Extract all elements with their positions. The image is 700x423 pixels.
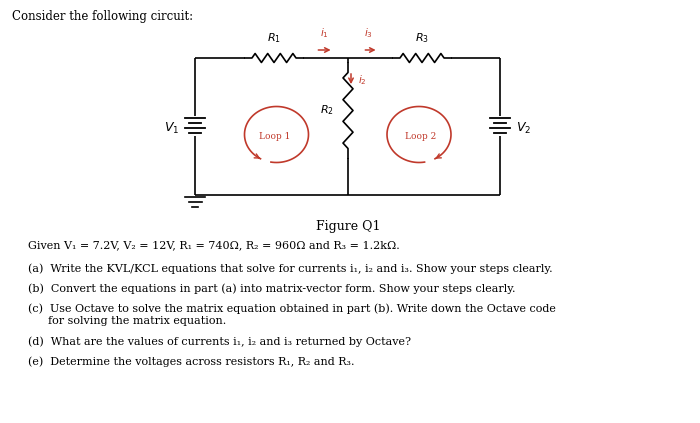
Text: Consider the following circuit:: Consider the following circuit: (12, 10, 193, 23)
Text: $i_3$: $i_3$ (364, 26, 373, 40)
Text: $R_2$: $R_2$ (320, 104, 334, 118)
Text: (a)  Write the KVL/KCL equations that solve for currents i₁, i₂ and i₃. Show you: (a) Write the KVL/KCL equations that sol… (28, 263, 552, 274)
Text: $i_2$: $i_2$ (358, 73, 367, 87)
Text: (d)  What are the values of currents i₁, i₂ and i₃ returned by Octave?: (d) What are the values of currents i₁, … (28, 336, 411, 346)
Text: for solving the matrix equation.: for solving the matrix equation. (48, 316, 226, 326)
Text: (b)  Convert the equations in part (a) into matrix-vector form. Show your steps : (b) Convert the equations in part (a) in… (28, 283, 515, 294)
Text: Figure Q1: Figure Q1 (316, 220, 380, 233)
Text: (c)  Use Octave to solve the matrix equation obtained in part (b). Write down th: (c) Use Octave to solve the matrix equat… (28, 303, 556, 313)
Text: $i_1$: $i_1$ (320, 26, 329, 40)
Text: $R_1$: $R_1$ (267, 31, 281, 45)
Text: $R_3$: $R_3$ (415, 31, 429, 45)
Text: Loop 1: Loop 1 (259, 132, 290, 141)
Text: (e)  Determine the voltages across resistors R₁, R₂ and R₃.: (e) Determine the voltages across resist… (28, 356, 354, 367)
Text: Loop 2: Loop 2 (405, 132, 437, 141)
Text: $V_1$: $V_1$ (164, 121, 179, 135)
Text: $V_2$: $V_2$ (516, 121, 531, 135)
Text: Given V₁ = 7.2V, V₂ = 12V, R₁ = 740Ω, R₂ = 960Ω and R₃ = 1.2kΩ.: Given V₁ = 7.2V, V₂ = 12V, R₁ = 740Ω, R₂… (28, 240, 400, 250)
